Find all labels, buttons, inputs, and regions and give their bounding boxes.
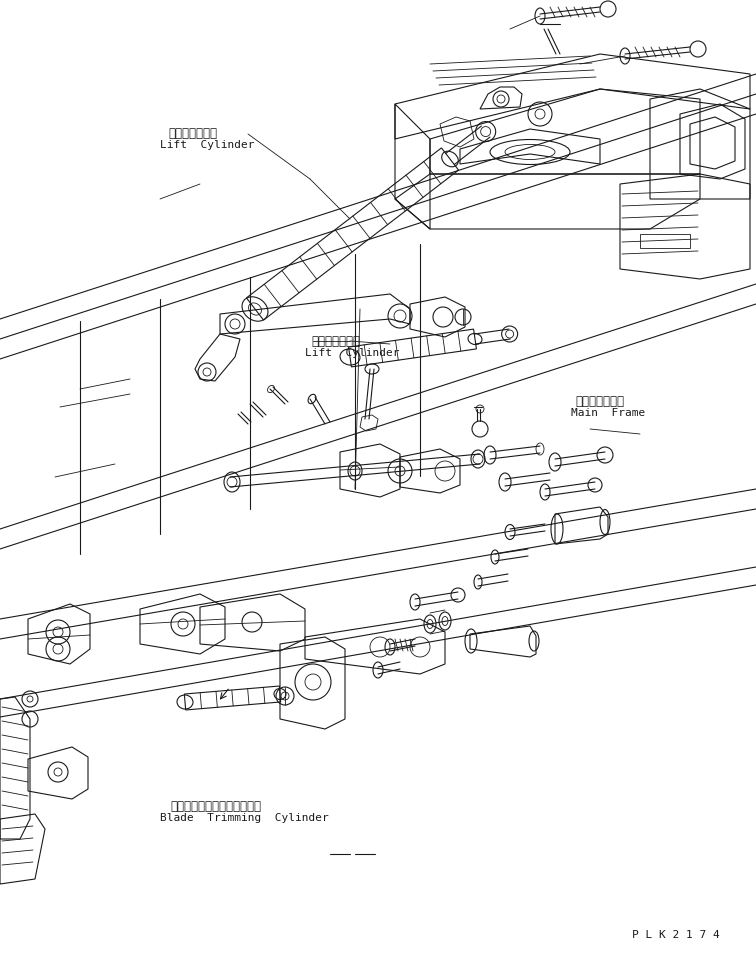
Text: Lift  Cylinder: Lift Cylinder	[160, 140, 255, 150]
Text: リフトシリンダ: リフトシリンダ	[168, 127, 217, 140]
Text: ブレードトリミングシリンダ: ブレードトリミングシリンダ	[170, 800, 261, 812]
Text: Main  Frame: Main Frame	[571, 408, 646, 417]
Text: P L K 2 1 7 4: P L K 2 1 7 4	[632, 929, 720, 939]
Text: Lift  Cylinder: Lift Cylinder	[305, 348, 399, 357]
Text: メインフレーム: メインフレーム	[575, 395, 624, 408]
Bar	[640, 234, 690, 249]
Text: Blade  Trimming  Cylinder: Blade Trimming Cylinder	[160, 812, 329, 822]
Text: リフトシリンダ: リフトシリンダ	[311, 335, 360, 348]
